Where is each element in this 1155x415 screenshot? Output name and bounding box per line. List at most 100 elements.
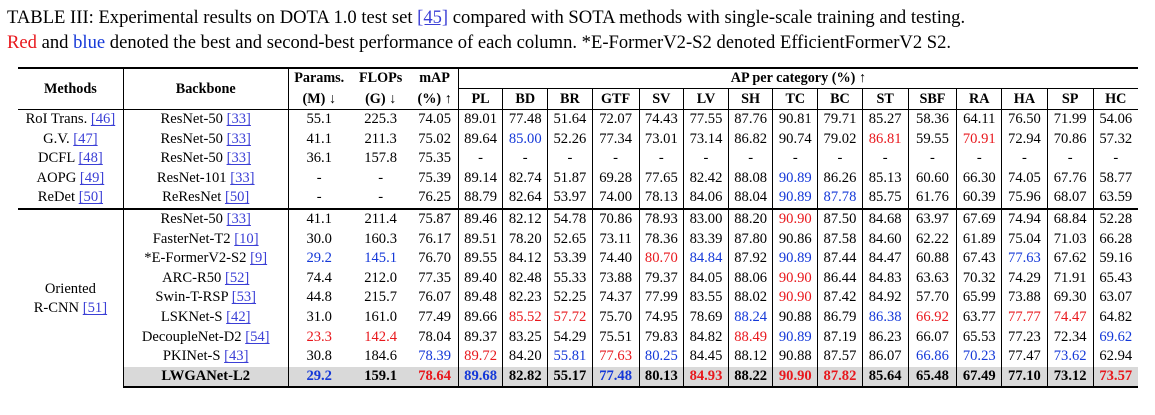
- table-cell: 90.90: [772, 366, 819, 389]
- table-cell: 55.1: [288, 108, 350, 130]
- table-cell: -: [639, 149, 685, 169]
- table-cell: 82.23: [502, 288, 549, 308]
- table-cell: -: [1047, 149, 1094, 169]
- table-cell: 62.94: [1099, 348, 1133, 365]
- table-cell: 73.88: [1001, 288, 1048, 308]
- results-table-wrapper: Methods Backbone Params. FLOPs mAP AP pe…: [18, 67, 1138, 389]
- table-body: RoI Trans. [46] ResNet-50 [33] 55.1 225.3 74…: [18, 108, 1138, 389]
- table-cell: 88.08: [728, 168, 774, 189]
- table-cell: 63.97: [908, 207, 958, 230]
- backbone-name: ResNet-101: [156, 169, 231, 186]
- table-cell: 77.47: [1001, 347, 1048, 367]
- table-cell: 87.42: [817, 288, 863, 308]
- citation-link[interactable]: [33]: [226, 150, 251, 167]
- caption-text: denoted the best and second-best perform…: [105, 32, 952, 53]
- table-cell: 84.05: [683, 268, 729, 289]
- citation-link[interactable]: [42]: [226, 308, 251, 325]
- backbone-cell: DecoupleNet-D2 [54]: [123, 327, 289, 348]
- citation-link[interactable]: [49]: [79, 169, 105, 186]
- table-cell: 76.70: [411, 249, 459, 269]
- table-cell: 87.78: [817, 188, 863, 209]
- table-cell: 63.77: [956, 307, 1003, 328]
- table-cell: 74.4: [306, 269, 332, 286]
- citation-link[interactable]: [53]: [231, 289, 257, 306]
- table-cell: 80.70: [639, 249, 685, 269]
- table-cell: 87.92: [728, 249, 774, 269]
- table-row: Swin-T-RSP [53] 44.8 215.7 76.07 89.48 82.23 5…: [18, 288, 1138, 308]
- backbone-cell: LSKNet-S [42]: [123, 307, 289, 328]
- table-cell: 74.94: [1001, 207, 1048, 230]
- table-cell: 90.81: [772, 108, 819, 130]
- citation-link[interactable]: [33]: [230, 169, 255, 186]
- table-cell: 89.51: [458, 229, 504, 250]
- table-cell: -: [592, 149, 640, 169]
- citation-link[interactable]: [10]: [234, 230, 259, 247]
- citation-link[interactable]: [50]: [78, 189, 104, 206]
- citation-link[interactable]: [47]: [73, 130, 98, 147]
- method-group-label: Oriented: [44, 280, 96, 297]
- table-cell: 82.12: [502, 207, 549, 230]
- citation-link[interactable]: [52]: [224, 269, 250, 286]
- backbone-name: ResNet-50: [160, 210, 227, 227]
- header-flops: FLOPs: [358, 70, 403, 87]
- citation-link[interactable]: [33]: [226, 111, 251, 127]
- table-cell: 78.64: [411, 366, 459, 389]
- citation-link[interactable]: [43]: [224, 348, 249, 365]
- table-cell: 66.92: [908, 307, 958, 328]
- header-category-br: BR: [547, 88, 593, 110]
- table-cell: 89.64: [458, 129, 504, 150]
- table-cell: 90.89: [772, 168, 819, 189]
- table-cell: 78.20: [502, 229, 549, 250]
- method-cell: G.V. [47]: [18, 129, 124, 150]
- header-flops-unit: (G) ↓: [365, 90, 397, 107]
- table-cell: 86.38: [862, 307, 909, 328]
- table-cell: 41.1: [288, 207, 350, 230]
- table-cell: -: [862, 149, 909, 169]
- table-cell: -: [1113, 150, 1119, 167]
- table-cell: 78.93: [639, 207, 685, 230]
- backbone-cell: ResNet-50 [33]: [123, 149, 289, 169]
- table-cell: 73.88: [592, 268, 640, 289]
- table-cell: 73.57: [1093, 366, 1138, 389]
- table-cell: 70.91: [956, 129, 1003, 150]
- caption-red-word: Red: [7, 32, 37, 53]
- table-cell: 89.40: [458, 268, 504, 289]
- table-cell: 65.43: [1099, 269, 1133, 286]
- caption-line-1: TABLE III: Experimental results on DOTA …: [7, 5, 1149, 30]
- table-cell: 52.26: [547, 129, 593, 150]
- table-cell: -: [772, 149, 819, 169]
- header-category-tc: TC: [772, 88, 819, 110]
- table-cell: 86.07: [862, 347, 909, 367]
- table-cell: 88.79: [458, 188, 504, 209]
- citation-link[interactable]: [33]: [226, 130, 251, 147]
- table-cell: 184.6: [364, 348, 398, 365]
- table-cell: 77.34: [592, 129, 640, 150]
- method-name: RoI Trans.: [25, 111, 91, 127]
- citation-link[interactable]: [50]: [224, 189, 250, 206]
- table-cell: 41.1: [306, 130, 332, 147]
- table-cell: 67.76: [1047, 168, 1094, 189]
- table-cell: 61.89: [956, 229, 1003, 250]
- citation-link[interactable]: [33]: [226, 210, 251, 227]
- table-cell: 84.83: [862, 268, 909, 289]
- citation-link[interactable]: [9]: [250, 250, 268, 267]
- caption-citation-link[interactable]: [45]: [417, 7, 449, 28]
- table-cell: 84.12: [502, 249, 549, 269]
- citation-link[interactable]: [46]: [90, 111, 116, 127]
- citation-link[interactable]: [51]: [82, 299, 108, 316]
- table-cell: -: [728, 149, 774, 169]
- table-cell: 85.52: [502, 307, 549, 328]
- table-cell: 36.1: [306, 150, 332, 167]
- backbone-cell: ResNet-50 [33]: [123, 207, 289, 230]
- table-cell: 67.49: [956, 366, 1003, 389]
- table-cell: 84.84: [683, 249, 729, 269]
- table-cell: 145.1: [364, 250, 398, 267]
- table-cell: 67.43: [956, 249, 1003, 269]
- table-cell: 66.07: [908, 327, 958, 348]
- table-cell: 52.25: [547, 288, 593, 308]
- citation-link[interactable]: [54]: [245, 328, 270, 345]
- table-cell: -: [316, 169, 322, 186]
- table-cell: 80.13: [639, 366, 685, 389]
- table-cell: 65.99: [956, 288, 1003, 308]
- citation-link[interactable]: [48]: [78, 150, 103, 167]
